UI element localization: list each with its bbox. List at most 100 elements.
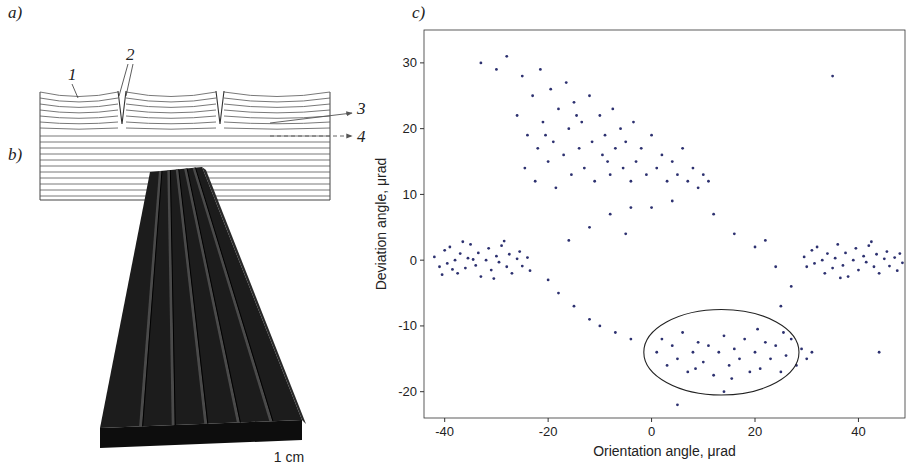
point [624,232,627,235]
point [611,108,614,111]
y-tick [420,62,424,63]
point [531,94,534,97]
point [805,265,808,268]
point [717,351,720,354]
point [503,240,506,243]
point [516,114,519,117]
point [702,361,705,364]
point [661,154,664,157]
point [479,275,482,278]
point [542,121,545,124]
y-tick-label: -10 [398,318,417,333]
point [811,351,814,354]
point [862,255,865,258]
point [885,250,888,253]
point [583,167,586,170]
point [534,180,537,183]
point [707,180,710,183]
point [461,240,464,243]
point [759,367,762,370]
point [823,272,826,275]
point [681,331,684,334]
point [800,348,803,351]
point [847,275,850,278]
point [526,134,529,137]
point [883,257,886,260]
point [764,239,767,242]
point [728,364,731,367]
point [854,247,857,250]
point [888,265,891,268]
point [764,341,767,344]
x-tick [858,418,859,422]
point [805,357,808,360]
point [834,257,837,260]
y-tick [420,128,424,129]
point [826,252,829,255]
point [526,256,529,259]
point [588,318,591,321]
point [681,147,684,150]
point [676,173,679,176]
x-tick-label: -20 [539,424,558,439]
point [632,121,635,124]
point [433,255,436,258]
point [870,240,873,243]
point [790,338,793,341]
point [578,147,581,150]
point [575,114,578,117]
point [570,173,573,176]
point [464,267,467,270]
point [622,167,625,170]
point [490,269,493,272]
arrow [270,113,352,123]
point [609,213,612,216]
crystal-photo [100,167,306,448]
point [893,256,896,259]
figure: a)1234b)1 cmc)-40-2002040-20-100102030Or… [0,0,917,468]
point [511,272,514,275]
point [487,247,490,250]
point [839,277,842,280]
point [748,371,751,374]
point [580,121,583,124]
point [469,243,472,246]
panel-letter: c) [412,3,426,22]
point [619,127,622,130]
point [842,264,845,267]
panel-letter: b) [8,145,23,164]
point [852,259,855,262]
point [549,88,552,91]
point [697,341,700,344]
point [730,377,733,380]
point [516,257,519,260]
point [552,140,555,143]
point [521,75,524,78]
point [588,226,591,229]
point [655,167,658,170]
point [686,371,689,374]
point [769,357,772,360]
point [671,344,674,347]
point [477,252,480,255]
x-tick-label: 40 [851,424,865,439]
y-tick-label: 0 [410,253,417,268]
point [523,167,526,170]
point [821,259,824,262]
point [539,68,542,71]
point [867,244,870,247]
y-tick [420,194,424,195]
x-tick [651,418,652,422]
point [901,261,904,264]
point [692,351,695,354]
point [467,257,470,260]
arrow [270,136,352,137]
point [774,344,777,347]
point [650,134,653,137]
point [498,261,501,264]
point [547,278,550,281]
point [598,325,601,328]
point [505,265,508,268]
x-tick-label: 0 [648,424,655,439]
point [438,265,441,268]
